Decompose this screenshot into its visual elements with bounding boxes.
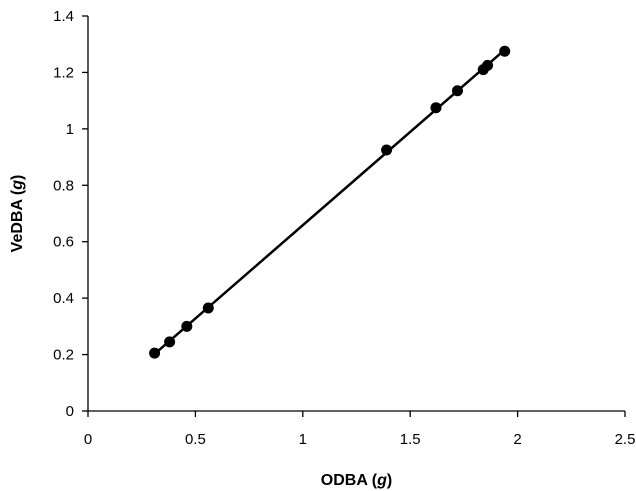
axes (87, 16, 625, 412)
y-tick-label: 0.8 (53, 177, 74, 194)
tick-marks (82, 15, 626, 417)
y-tick-label: 0.4 (53, 290, 74, 307)
x-axis-title-text: ODBA (321, 472, 369, 489)
y-axis-title-text: VeDBA (9, 199, 26, 253)
data-point (181, 320, 193, 332)
y-tick-label: 0.2 (53, 347, 74, 364)
x-tick-label: 1.5 (400, 431, 421, 448)
data-point (482, 59, 494, 71)
data-points (149, 45, 511, 359)
data-point (202, 302, 214, 314)
y-axis-title: VeDBA (g) (9, 175, 26, 253)
data-point (149, 347, 161, 359)
y-tick-label: 1.2 (53, 64, 74, 81)
data-point (499, 45, 511, 57)
y-tick-label: 0.6 (53, 234, 74, 251)
x-axis-title: ODBA (g) (321, 472, 392, 489)
tick-labels: 0 0.5 1 1.5 2 2.5 0 0.2 0.4 0.6 0.8 1 1.2 1.4 (53, 8, 635, 448)
x-tick-label: 1 (299, 431, 307, 448)
data-point (381, 144, 393, 156)
data-point (164, 336, 176, 348)
x-tick-label: 2 (513, 431, 521, 448)
x-tick-label: 0 (84, 431, 92, 448)
trendline (153, 48, 506, 355)
x-tick-label: 2.5 (615, 431, 636, 448)
trendline-path (153, 48, 506, 355)
x-axis-unit: g (376, 472, 387, 489)
y-tick-label: 0 (66, 403, 74, 420)
data-point (430, 102, 442, 114)
y-tick-label: 1.4 (53, 8, 74, 25)
data-point (451, 85, 463, 97)
y-axis-unit: g (9, 180, 26, 191)
x-tick-label: 0.5 (185, 431, 206, 448)
y-tick-label: 1 (66, 121, 74, 138)
